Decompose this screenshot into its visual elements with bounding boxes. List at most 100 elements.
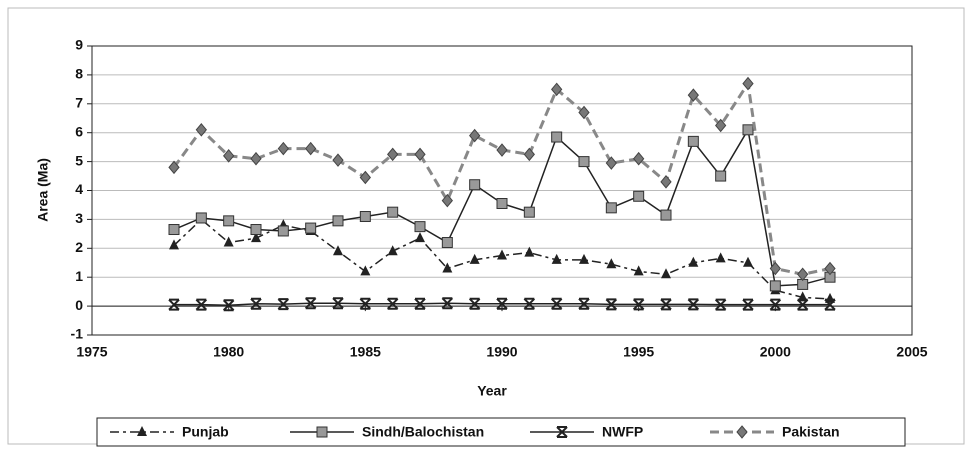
y-tick-label: 0 — [75, 297, 83, 313]
marker — [660, 209, 672, 221]
marker — [796, 298, 809, 311]
marker — [715, 118, 727, 133]
marker — [579, 253, 589, 264]
x-tick-label: 1975 — [76, 344, 107, 360]
y-tick-label: 3 — [75, 210, 83, 226]
x-tick-label: 2005 — [896, 344, 927, 360]
marker — [222, 299, 235, 312]
marker — [304, 297, 317, 310]
marker — [633, 265, 644, 276]
marker — [606, 258, 617, 269]
marker — [769, 298, 782, 311]
y-axis-label: Area (Ma) — [35, 158, 51, 222]
marker — [223, 215, 235, 227]
legend-label: NWFP — [602, 424, 643, 440]
x-tick-label: 1985 — [350, 344, 381, 360]
marker — [277, 141, 289, 156]
marker — [277, 298, 290, 311]
legend-marker — [556, 426, 568, 438]
marker — [333, 245, 343, 256]
marker — [687, 135, 699, 147]
marker — [523, 147, 535, 162]
marker — [578, 297, 590, 310]
marker — [633, 151, 645, 166]
y-tick-label: 9 — [75, 37, 83, 53]
marker — [442, 262, 453, 273]
marker — [250, 297, 262, 310]
plot-frame — [91, 45, 913, 336]
marker — [660, 175, 672, 189]
marker — [496, 297, 508, 310]
marker — [414, 147, 426, 162]
marker — [277, 225, 289, 237]
marker — [742, 124, 754, 136]
marker — [359, 211, 371, 223]
legend-marker — [137, 426, 147, 436]
marker — [797, 267, 809, 282]
marker — [578, 156, 590, 168]
marker — [441, 193, 453, 208]
marker — [742, 298, 754, 311]
x-tick-label: 1990 — [486, 344, 517, 360]
y-tick-label: -1 — [71, 326, 84, 342]
marker — [223, 236, 234, 247]
marker — [661, 268, 671, 279]
x-tick-label: 1980 — [213, 344, 244, 360]
y-tick-label: 5 — [75, 152, 83, 168]
marker — [414, 221, 426, 233]
marker — [332, 153, 344, 167]
marker — [305, 222, 317, 234]
marker — [742, 76, 754, 91]
marker — [387, 206, 399, 218]
marker — [605, 156, 617, 170]
legend-label: Punjab — [182, 424, 229, 440]
marker — [195, 212, 207, 224]
marker — [633, 190, 645, 202]
marker — [715, 252, 726, 263]
marker — [468, 297, 481, 310]
marker — [168, 298, 180, 311]
marker — [469, 128, 481, 143]
marker — [415, 232, 425, 243]
marker — [497, 249, 507, 260]
legend-marker — [316, 426, 328, 438]
marker — [551, 131, 563, 143]
y-tick-label: 6 — [75, 123, 83, 139]
marker — [414, 297, 426, 310]
marker — [578, 105, 590, 120]
marker — [441, 297, 454, 310]
marker — [524, 246, 535, 257]
marker — [250, 151, 262, 166]
marker — [332, 215, 344, 227]
y-tick-label: 4 — [75, 181, 83, 197]
marker — [687, 88, 699, 102]
x-tick-label: 1995 — [623, 344, 654, 360]
marker — [223, 149, 235, 163]
marker — [169, 239, 179, 250]
marker — [551, 82, 563, 97]
marker — [688, 256, 699, 267]
marker — [715, 170, 727, 182]
marker — [743, 256, 753, 267]
marker — [632, 298, 645, 311]
marker — [332, 297, 344, 310]
x-tick-label: 2000 — [760, 344, 791, 360]
y-tick-label: 1 — [75, 268, 83, 284]
marker — [387, 245, 398, 256]
marker — [660, 298, 672, 311]
marker — [359, 297, 372, 310]
marker — [469, 253, 480, 264]
legend-label: Sindh/Balochistan — [362, 424, 484, 440]
marker — [523, 206, 535, 218]
marker — [769, 280, 781, 292]
chart-frame — [7, 7, 965, 445]
marker — [251, 232, 261, 243]
marker — [387, 147, 399, 162]
marker — [168, 160, 180, 175]
marker — [605, 202, 617, 214]
marker — [605, 298, 618, 311]
marker — [523, 297, 536, 310]
marker — [687, 298, 700, 311]
marker — [195, 123, 207, 137]
marker — [550, 297, 563, 310]
